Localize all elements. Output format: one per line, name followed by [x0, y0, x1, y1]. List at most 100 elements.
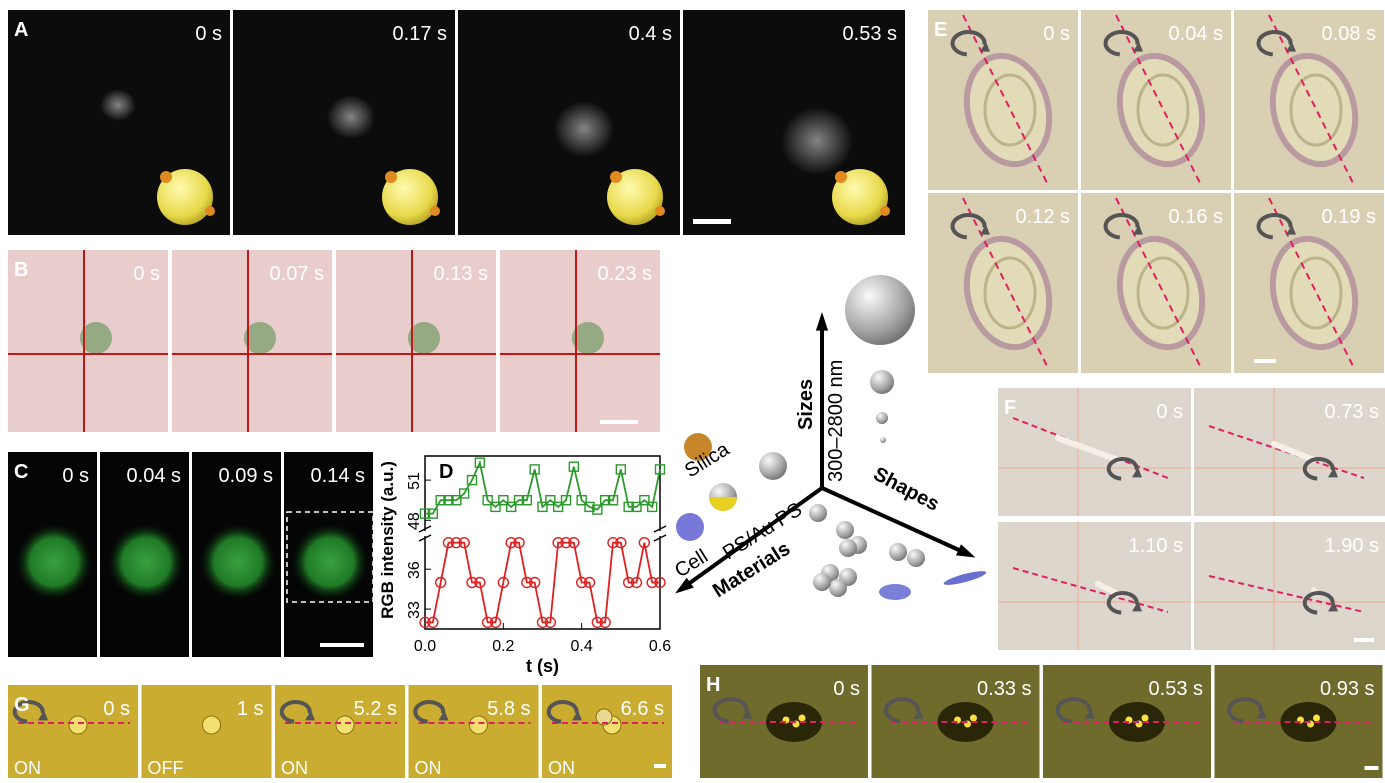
rotation-icon [1302, 591, 1335, 615]
rotation-arrow [980, 224, 990, 235]
time-label: 5.8 s [487, 698, 530, 720]
time-label: 0.73 s [1325, 401, 1379, 423]
marker [592, 504, 603, 515]
marker [521, 494, 533, 506]
bead [157, 169, 213, 225]
marker [544, 616, 557, 629]
x-axis-label: t (s) [526, 656, 559, 676]
cell [1269, 52, 1359, 168]
marker [458, 488, 470, 499]
rotation-arrow [913, 708, 924, 719]
series-line [425, 459, 661, 515]
axis-break [419, 531, 666, 536]
bead [607, 169, 663, 225]
marker [599, 616, 611, 629]
marker [474, 576, 486, 589]
rotation-arrow [1286, 41, 1296, 52]
rotation-icon [950, 30, 987, 57]
time-label: 0 s [833, 678, 860, 700]
y-tick-label: 36 [406, 561, 423, 579]
rod [1271, 441, 1317, 463]
frame [998, 522, 1191, 650]
x-tick-label: 0.4 [571, 638, 593, 655]
rotation-arrow [1286, 224, 1296, 235]
rotation-icon [279, 700, 312, 724]
time-label: 0.19 s [1322, 206, 1376, 228]
marker [481, 616, 494, 629]
marker [536, 616, 549, 629]
marker [498, 494, 509, 506]
axis-line [1268, 14, 1355, 186]
marker [537, 501, 548, 513]
rotation-arrow [1133, 224, 1143, 235]
dot [160, 171, 172, 183]
marker [568, 536, 580, 549]
arrow-head [956, 544, 976, 558]
marker [646, 576, 658, 589]
size-sphere [880, 437, 886, 443]
sphere [676, 513, 704, 541]
time-label: 0.4 s [629, 23, 672, 45]
rotation-icon [1227, 697, 1264, 724]
marker [568, 461, 580, 472]
x-tick-label: 0.0 [414, 638, 436, 655]
time-label: 5.2 s [354, 698, 397, 720]
size-sphere [845, 275, 915, 345]
bead [469, 715, 488, 735]
marker [505, 536, 517, 549]
sphere [836, 521, 854, 539]
scale-bar [320, 643, 364, 647]
bead [595, 708, 613, 726]
particle [408, 322, 440, 354]
time-label: 0.14 s [311, 465, 365, 487]
dot [835, 171, 847, 183]
break-mark [418, 534, 432, 542]
axis-name: Sizes [795, 379, 817, 430]
size-sphere [870, 370, 894, 394]
marker [646, 501, 658, 513]
cell [1116, 52, 1206, 168]
time-label: 0 s [1043, 23, 1070, 45]
particle [80, 322, 112, 354]
marker [466, 576, 478, 589]
dot [205, 206, 215, 216]
time-label: 0.12 s [1016, 206, 1070, 228]
y-axis-label: RGB intensity (a.u.) [378, 461, 397, 619]
bead [335, 715, 355, 735]
marker [615, 536, 627, 549]
time-label: 0.09 s [219, 465, 273, 487]
series-line [425, 541, 660, 624]
ellipsoid [879, 584, 911, 600]
nucleus [1289, 73, 1343, 147]
marker [489, 616, 502, 629]
marker [607, 536, 619, 549]
arrow-head [675, 577, 694, 594]
marker [419, 616, 431, 629]
marker [451, 494, 462, 506]
cell [554, 101, 614, 157]
cell [327, 95, 375, 139]
marker [505, 501, 517, 513]
marker [528, 576, 541, 589]
time-label: 0.33 s [977, 678, 1031, 700]
dot [880, 206, 890, 216]
dot [610, 171, 622, 183]
rotation-arrow [1132, 601, 1142, 612]
rotation-icon [12, 700, 45, 724]
panel-label: F [1004, 397, 1016, 419]
time-label: 0.07 s [270, 263, 324, 285]
panel-label: B [14, 259, 28, 281]
rotation-icon [1256, 30, 1293, 57]
marker [607, 494, 619, 506]
rotation-icon [1106, 457, 1139, 481]
rod [1095, 581, 1121, 597]
particle [106, 522, 186, 602]
marker [443, 494, 454, 506]
time-label: 0.04 s [1169, 23, 1223, 45]
marker [630, 576, 643, 589]
roi [286, 511, 374, 603]
state: ON [548, 758, 575, 778]
particle [198, 522, 278, 602]
scale-bar [1254, 359, 1276, 363]
